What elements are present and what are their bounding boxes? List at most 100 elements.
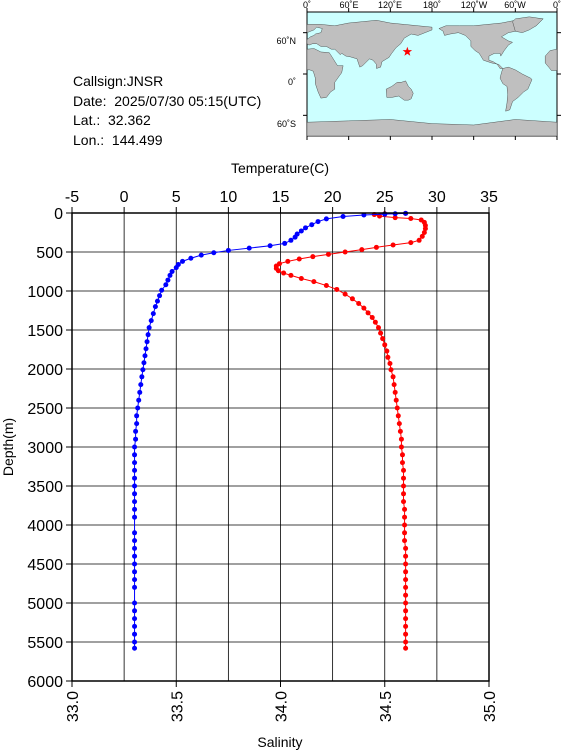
temperature-point <box>378 330 384 336</box>
salinity-point <box>132 491 138 497</box>
salinity-point <box>142 353 148 359</box>
landmass <box>499 66 533 112</box>
top-tick-label: 0 <box>120 189 129 206</box>
temperature-point <box>382 342 388 348</box>
salinity-point <box>132 616 138 622</box>
y-tick-label: 2000 <box>27 362 63 379</box>
map-land <box>306 16 558 137</box>
top-tick-label: 10 <box>219 189 237 206</box>
salinity-point <box>225 247 231 253</box>
salinity-point <box>132 514 138 520</box>
temperature-point <box>275 268 281 274</box>
temperature-line <box>275 212 426 649</box>
temperature-point <box>390 242 396 248</box>
salinity-point <box>132 631 138 637</box>
salinity-point <box>315 219 321 225</box>
map-lat-label: 0˚ <box>288 77 296 87</box>
temperature-point <box>342 291 348 297</box>
temperature-point <box>402 522 408 528</box>
salinity-point <box>137 389 143 395</box>
temperature-point <box>372 319 378 325</box>
landmass <box>385 80 414 101</box>
temperature-point <box>403 569 409 575</box>
temperature-point <box>403 645 409 651</box>
temperature-point <box>398 436 404 442</box>
temperature-point <box>276 261 282 267</box>
map-lat-label: 60˚N <box>276 36 296 46</box>
top-tick-label: 5 <box>172 189 181 206</box>
salinity-series <box>132 210 409 651</box>
map-lon-label: 0˚ <box>553 0 561 10</box>
map-lon-label: 120˚E <box>378 0 402 10</box>
top-tick-label: 20 <box>324 189 342 206</box>
temperature-point <box>401 483 407 489</box>
temperature-point <box>421 230 427 235</box>
salinity-point <box>246 245 252 251</box>
y-tick-label: 4000 <box>27 518 63 535</box>
salinity-point <box>173 265 179 271</box>
temperature-point <box>388 367 394 373</box>
landmass <box>512 16 544 33</box>
salinity-point <box>392 211 398 217</box>
temperature-point <box>373 244 379 250</box>
temperature-point <box>403 631 409 637</box>
longitude-text: Lon.: 144.499 <box>73 131 163 148</box>
salinity-point <box>150 311 156 317</box>
y-tick-label: 2500 <box>27 401 63 418</box>
salinity-point <box>132 467 138 473</box>
temperature-point <box>323 283 329 289</box>
salinity-point <box>139 374 145 380</box>
salinity-point <box>361 212 367 218</box>
salinity-point <box>132 561 138 567</box>
temperature-point <box>403 577 409 583</box>
landmass <box>306 20 433 69</box>
salinity-point <box>198 252 204 258</box>
bottom-tick-label: 35.0 <box>482 691 499 722</box>
salinity-point <box>298 228 304 234</box>
temperature-point <box>397 428 403 434</box>
temperature-point <box>311 279 317 285</box>
salinity-point <box>132 460 138 466</box>
temperature-point <box>394 405 400 411</box>
y-tick-label: 500 <box>36 245 63 262</box>
top-tick-label: 25 <box>376 189 394 206</box>
chart-ticks: -5 0 5 10 15 20 25 30 35050010001500200025003000… <box>27 189 499 722</box>
temperature-point <box>365 310 371 316</box>
y-axis-title: Depth(m) <box>0 418 16 476</box>
salinity-point <box>169 269 175 274</box>
temperature-point <box>401 491 407 497</box>
salinity-point <box>132 569 138 575</box>
temperature-point <box>281 270 287 276</box>
temperature-point <box>403 623 409 629</box>
salinity-point <box>340 214 346 220</box>
temperature-point <box>403 584 409 590</box>
y-tick-label: 1000 <box>27 284 63 301</box>
salinity-point <box>136 397 142 403</box>
map-lon-label: 60˚E <box>339 0 358 10</box>
salinity-point <box>294 231 300 237</box>
temperature-point <box>298 276 304 282</box>
temperature-point <box>371 212 377 218</box>
latitude-text: Lat.: 32.362 <box>73 112 151 128</box>
temperature-point <box>399 452 405 458</box>
salinity-point <box>132 645 138 651</box>
salinity-point <box>188 255 194 261</box>
temperature-point <box>285 258 291 264</box>
temperature-point <box>403 608 409 614</box>
temperature-point <box>403 592 409 598</box>
temperature-point <box>401 475 407 481</box>
chart-grid <box>71 212 490 682</box>
temperature-point <box>403 639 409 645</box>
salinity-point <box>163 282 169 288</box>
temperature-point <box>403 600 409 606</box>
temperature-series <box>273 210 428 651</box>
temperature-point <box>402 514 408 520</box>
salinity-point <box>132 444 138 450</box>
temperature-point <box>273 265 279 271</box>
world-map: 0˚ 60˚E 120˚E 180˚ 120˚W 60˚W 0˚ 60˚N 0˚… <box>276 0 561 140</box>
temperature-point <box>273 263 279 269</box>
temperature-point <box>361 305 367 311</box>
top-axis-title: Temperature(C) <box>231 160 329 176</box>
temperature-point <box>356 300 362 306</box>
temperature-point <box>398 444 404 450</box>
